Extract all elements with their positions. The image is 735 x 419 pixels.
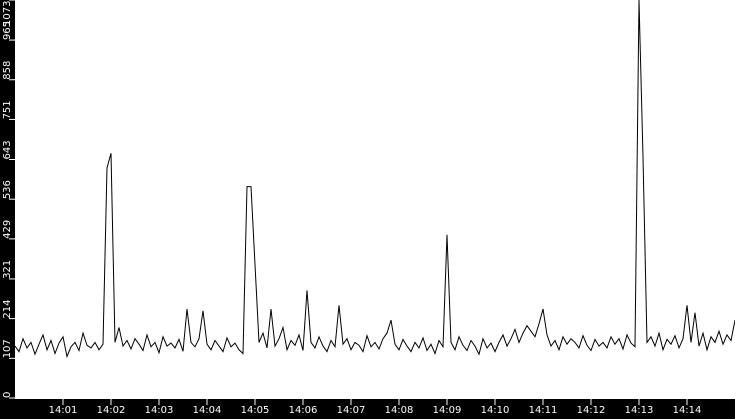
y-tick-label: 429: [2, 220, 13, 239]
y-tick-label: 214: [2, 300, 13, 319]
x-tick-label: 14:10: [481, 405, 510, 415]
series-line: [14, 0, 735, 359]
plot-area: [15, 0, 735, 399]
x-tick-label: 14:02: [97, 405, 126, 415]
x-tick-label: 14:04: [193, 405, 222, 415]
y-tick-label: 965: [2, 21, 13, 40]
x-tick-label: 14:12: [577, 405, 606, 415]
y-tick-label: 643: [2, 140, 13, 159]
x-axis: 14:01 14:02 14:03 14:04 14:05 14:06 14:07 14:08…: [49, 399, 702, 416]
y-tick-label: 751: [2, 100, 13, 119]
y-tick-label: 1073: [2, 1, 13, 26]
y-tick-label: 107: [2, 339, 13, 358]
y-tick-label: 321: [2, 260, 13, 279]
x-tick-label: 14:11: [529, 405, 558, 415]
x-tick-label: 14:01: [49, 405, 78, 415]
x-tick-label: 14:13: [625, 405, 654, 415]
y-tick-label: 0: [2, 392, 13, 398]
series-group: [14, 0, 735, 359]
x-tick-label: 14:06: [289, 405, 318, 415]
x-tick-label: 14:14: [673, 405, 702, 415]
x-tick-label: 14:08: [385, 405, 414, 415]
x-tick-label: 14:09: [433, 405, 462, 415]
y-tick-label: 858: [2, 61, 13, 80]
x-tick-label: 14:03: [145, 405, 174, 415]
x-tick-label: 14:07: [337, 405, 366, 415]
x-tick-label: 14:05: [241, 405, 270, 415]
y-tick-label: 536: [2, 180, 13, 199]
